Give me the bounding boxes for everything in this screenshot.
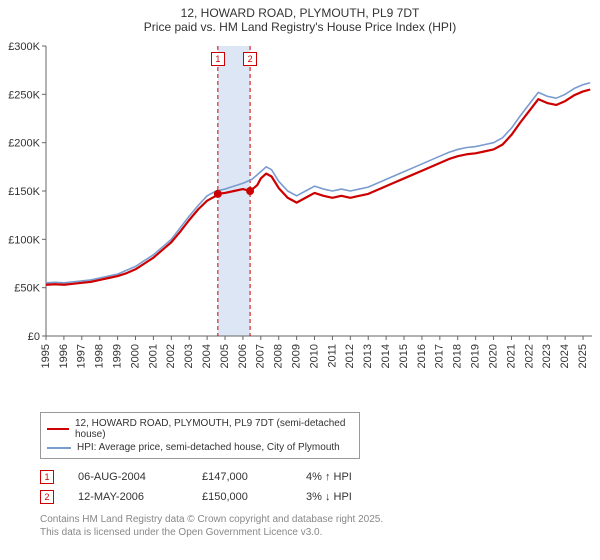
svg-text:2007: 2007 [255,344,267,368]
svg-text:2020: 2020 [487,344,499,368]
legend-row: 12, HOWARD ROAD, PLYMOUTH, PL9 7DT (semi… [47,417,353,441]
svg-text:1996: 1996 [58,344,70,368]
svg-text:£200K: £200K [8,138,40,150]
svg-text:2016: 2016 [416,344,428,368]
svg-text:2022: 2022 [523,344,535,368]
svg-text:2019: 2019 [470,344,482,368]
legend-label: 12, HOWARD ROAD, PLYMOUTH, PL9 7DT (semi… [75,418,353,440]
svg-text:2021: 2021 [505,344,517,368]
event-marker: 1 [40,470,54,484]
event-hpi: 3% ↓ HPI [306,491,386,503]
svg-text:2010: 2010 [308,344,320,368]
svg-text:£250K: £250K [8,89,40,101]
svg-text:2015: 2015 [398,344,410,368]
event-date: 06-AUG-2004 [78,471,178,483]
svg-text:1997: 1997 [76,344,88,368]
svg-text:£100K: £100K [8,234,40,246]
svg-text:2000: 2000 [129,344,141,368]
svg-text:£150K: £150K [8,186,40,198]
chart-marker: 1 [211,52,225,66]
legend-row: HPI: Average price, semi-detached house,… [47,441,353,454]
svg-text:£300K: £300K [8,41,40,53]
title-line-1: 12, HOWARD ROAD, PLYMOUTH, PL9 7DT [0,6,600,20]
svg-text:1999: 1999 [112,344,124,368]
svg-text:2005: 2005 [219,344,231,368]
legend-label: HPI: Average price, semi-detached house,… [77,442,340,453]
event-price: £150,000 [202,491,282,503]
chart-title: 12, HOWARD ROAD, PLYMOUTH, PL9 7DT Price… [0,0,600,36]
legend: 12, HOWARD ROAD, PLYMOUTH, PL9 7DT (semi… [40,412,360,459]
svg-text:2008: 2008 [273,344,285,368]
svg-text:2024: 2024 [559,344,571,368]
title-line-2: Price paid vs. HM Land Registry's House … [0,20,600,34]
attribution-line-1: Contains HM Land Registry data © Crown c… [40,513,600,526]
svg-text:2006: 2006 [237,344,249,368]
chart-marker: 2 [243,52,257,66]
svg-text:1998: 1998 [94,344,106,368]
legend-swatch [47,447,71,449]
svg-text:2014: 2014 [380,344,392,368]
svg-text:2017: 2017 [434,344,446,368]
event-hpi: 4% ↑ HPI [306,471,386,483]
svg-text:2023: 2023 [541,344,553,368]
svg-text:2013: 2013 [362,344,374,368]
sale-events: 1 06-AUG-2004 £147,000 4% ↑ HPI 2 12-MAY-2006… [40,467,600,507]
event-marker: 2 [40,490,54,504]
svg-text:2004: 2004 [201,344,213,368]
event-price: £147,000 [202,471,282,483]
svg-text:2003: 2003 [183,344,195,368]
svg-text:2009: 2009 [291,344,303,368]
legend-swatch [47,428,69,430]
svg-text:£50K: £50K [14,283,40,295]
attribution-line-2: This data is licensed under the Open Gov… [40,526,600,539]
svg-text:2011: 2011 [326,344,338,368]
svg-text:2001: 2001 [147,344,159,368]
chart-svg: £0 £50K £100K £150K £200K £250K £300K 1995 1996 1… [0,36,600,406]
sale-event-row: 2 12-MAY-2006 £150,000 3% ↓ HPI [40,487,600,507]
svg-text:2018: 2018 [452,344,464,368]
event-date: 12-MAY-2006 [78,491,178,503]
price-chart: £0 £50K £100K £150K £200K £250K £300K 1995 1996 1… [0,36,600,406]
sale-event-row: 1 06-AUG-2004 £147,000 4% ↑ HPI [40,467,600,487]
attribution: Contains HM Land Registry data © Crown c… [40,513,600,539]
svg-text:£0: £0 [28,331,40,343]
svg-text:2025: 2025 [577,344,589,368]
svg-text:2012: 2012 [344,344,356,368]
svg-text:1995: 1995 [40,344,52,368]
svg-text:2002: 2002 [165,344,177,368]
